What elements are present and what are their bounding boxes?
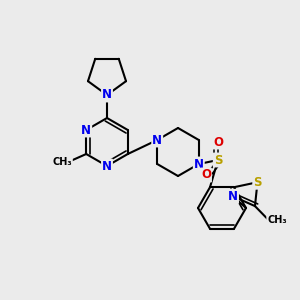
Text: N: N xyxy=(102,88,112,101)
Text: N: N xyxy=(102,160,112,172)
Text: CH₃: CH₃ xyxy=(52,157,72,167)
Text: CH₃: CH₃ xyxy=(267,215,287,225)
Text: N: N xyxy=(152,134,162,146)
Text: N: N xyxy=(194,158,204,170)
Text: S: S xyxy=(253,176,262,189)
Text: N: N xyxy=(228,190,238,203)
Text: N: N xyxy=(81,124,91,136)
Text: S: S xyxy=(214,154,222,166)
Text: O: O xyxy=(201,169,211,182)
Text: O: O xyxy=(213,136,223,148)
